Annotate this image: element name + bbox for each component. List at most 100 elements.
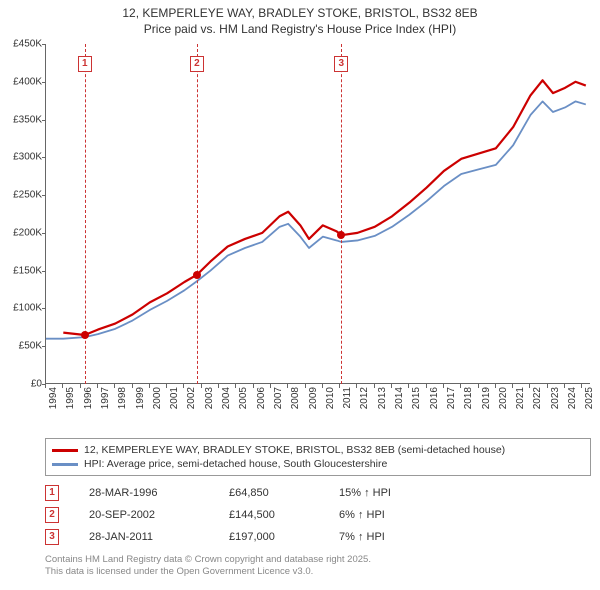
y-axis-tick	[42, 271, 46, 272]
x-axis-tick	[183, 384, 184, 388]
x-axis-tick-label: 2000	[152, 387, 163, 409]
x-axis-tick	[564, 384, 565, 388]
sale-price: £144,500	[229, 509, 339, 521]
x-axis-tick	[391, 384, 392, 388]
x-axis-tick-label: 2011	[342, 387, 353, 409]
sale-marker-icon: 1	[45, 485, 59, 501]
y-axis-tick	[42, 233, 46, 234]
legend-item-hpi: HPI: Average price, semi-detached house,…	[52, 457, 584, 471]
sale-change: 7% ↑ HPI	[339, 531, 429, 543]
sale-dot	[193, 271, 201, 279]
sale-marker-icon: 2	[45, 507, 59, 523]
sale-price: £64,850	[229, 487, 339, 499]
x-axis-tick-label: 1997	[100, 387, 111, 409]
y-axis-tick-label: £200K	[13, 227, 42, 238]
legend-box: 12, KEMPERLEYE WAY, BRADLEY STOKE, BRIST…	[45, 438, 591, 476]
x-axis-tick-label: 1996	[83, 387, 94, 409]
y-axis-tick	[42, 308, 46, 309]
x-axis-tick	[426, 384, 427, 388]
legend-swatch-hpi	[52, 463, 78, 466]
line-price-paid	[63, 80, 586, 335]
x-axis-tick	[408, 384, 409, 388]
x-axis-tick-label: 2023	[550, 387, 561, 409]
footer-attribution: Contains HM Land Registry data © Crown c…	[45, 554, 371, 579]
x-axis-tick-label: 2002	[186, 387, 197, 409]
title-line-1: 12, KEMPERLEYE WAY, BRADLEY STOKE, BRIST…	[122, 6, 477, 20]
footer-line-1: Contains HM Land Registry data © Crown c…	[45, 554, 371, 565]
chart-container: 12, KEMPERLEYE WAY, BRADLEY STOKE, BRIST…	[0, 0, 600, 590]
sale-marker-icon: 3	[45, 529, 59, 545]
sales-table: 1 28-MAR-1996 £64,850 15% ↑ HPI 2 20-SEP…	[45, 482, 429, 548]
x-axis-tick	[45, 384, 46, 388]
y-axis-tick-label: £350K	[13, 114, 42, 125]
x-axis-tick-label: 2021	[515, 387, 526, 409]
y-axis-tick-label: £100K	[13, 303, 42, 314]
x-axis-tick-label: 2003	[204, 387, 215, 409]
x-axis-tick	[149, 384, 150, 388]
x-axis-tick	[62, 384, 63, 388]
x-axis-tick-label: 2024	[567, 387, 578, 409]
y-axis-tick-label: £250K	[13, 190, 42, 201]
sale-marker-box: 3	[334, 56, 348, 72]
x-axis-tick	[581, 384, 582, 388]
x-axis-tick-label: 2018	[463, 387, 474, 409]
x-axis-tick	[114, 384, 115, 388]
x-axis-tick	[460, 384, 461, 388]
x-axis-tick-label: 2025	[584, 387, 595, 409]
x-axis-tick	[97, 384, 98, 388]
x-axis-tick	[80, 384, 81, 388]
x-axis-tick	[495, 384, 496, 388]
x-axis-tick-label: 2022	[532, 387, 543, 409]
title-line-2: Price paid vs. HM Land Registry's House …	[144, 22, 456, 36]
y-axis-tick	[42, 346, 46, 347]
x-axis-tick	[322, 384, 323, 388]
y-axis-tick-label: £0	[31, 379, 42, 390]
y-axis-tick	[42, 44, 46, 45]
x-axis-tick-label: 2010	[325, 387, 336, 409]
x-axis-tick-label: 2014	[394, 387, 405, 409]
x-axis-tick-label: 2005	[238, 387, 249, 409]
sale-date: 20-SEP-2002	[89, 509, 229, 521]
legend-label: HPI: Average price, semi-detached house,…	[84, 458, 387, 470]
y-axis-tick	[42, 195, 46, 196]
x-axis-tick-label: 2001	[169, 387, 180, 409]
sale-date: 28-JAN-2011	[89, 531, 229, 543]
x-axis-tick	[235, 384, 236, 388]
sale-dot	[81, 331, 89, 339]
x-axis-tick-label: 2016	[429, 387, 440, 409]
x-axis-tick-label: 2006	[256, 387, 267, 409]
x-axis-tick	[529, 384, 530, 388]
x-axis-tick-label: 2017	[446, 387, 457, 409]
x-axis-tick	[287, 384, 288, 388]
x-axis-tick-label: 2009	[308, 387, 319, 409]
y-axis-tick-label: £150K	[13, 265, 42, 276]
plot-region: 123	[45, 44, 590, 384]
sales-row: 3 28-JAN-2011 £197,000 7% ↑ HPI	[45, 526, 429, 548]
y-axis-tick-label: £300K	[13, 152, 42, 163]
chart-title: 12, KEMPERLEYE WAY, BRADLEY STOKE, BRIST…	[0, 0, 600, 37]
x-axis-tick	[374, 384, 375, 388]
sale-change: 15% ↑ HPI	[339, 487, 429, 499]
legend-item-price-paid: 12, KEMPERLEYE WAY, BRADLEY STOKE, BRIST…	[52, 443, 584, 457]
sale-marker-line	[197, 44, 198, 384]
x-axis-tick	[218, 384, 219, 388]
x-axis-tick	[512, 384, 513, 388]
x-axis-tick	[305, 384, 306, 388]
x-axis-tick-label: 1999	[135, 387, 146, 409]
sales-row: 1 28-MAR-1996 £64,850 15% ↑ HPI	[45, 482, 429, 504]
sale-marker-box: 2	[190, 56, 204, 72]
sale-date: 28-MAR-1996	[89, 487, 229, 499]
y-axis-tick	[42, 157, 46, 158]
y-axis-tick-label: £50K	[19, 341, 42, 352]
x-axis-tick	[166, 384, 167, 388]
y-axis-tick-label: £400K	[13, 76, 42, 87]
legend-swatch-price-paid	[52, 449, 78, 452]
sale-price: £197,000	[229, 531, 339, 543]
footer-line-2: This data is licensed under the Open Gov…	[45, 566, 313, 577]
x-axis-tick	[443, 384, 444, 388]
y-axis-tick	[42, 120, 46, 121]
x-axis-tick-label: 2013	[377, 387, 388, 409]
x-axis-tick	[132, 384, 133, 388]
x-axis-tick	[201, 384, 202, 388]
x-axis-tick-label: 2015	[411, 387, 422, 409]
